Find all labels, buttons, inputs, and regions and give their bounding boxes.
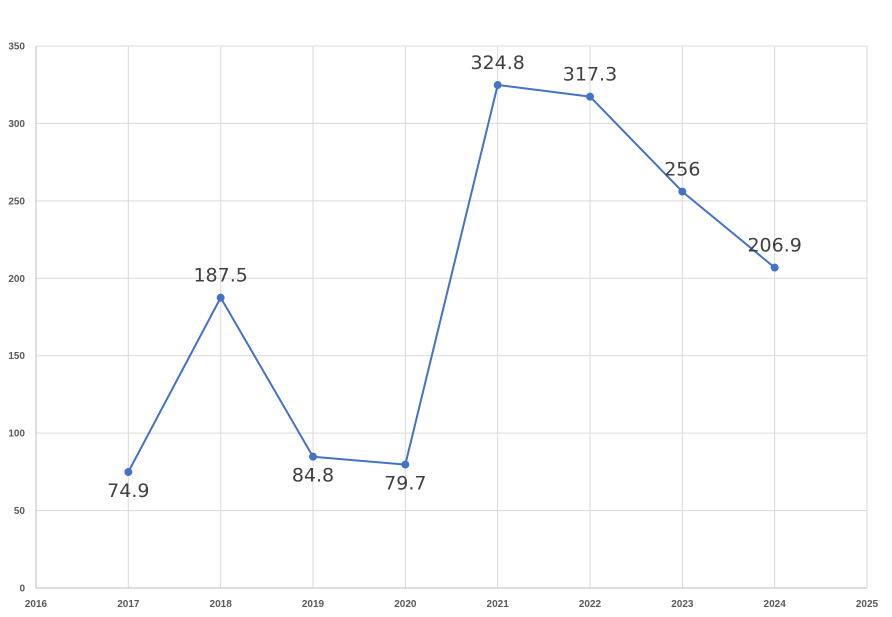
x-tick-label: 2018 [210, 599, 233, 610]
series-line [127, 84, 776, 473]
y-tick-label: 350 [8, 42, 25, 53]
x-tick-label: 2025 [856, 599, 879, 610]
data-point [586, 92, 594, 101]
data-labels: 74.9 187.5 84.8 79.7 324.8 317.3 256 206.9 [107, 52, 802, 502]
data-label: 84.8 [292, 465, 334, 487]
y-tick-label: 50 [14, 506, 26, 517]
series-group [124, 81, 779, 477]
data-point [124, 468, 133, 477]
x-axis-tick-labels: 2016 2017 2018 2019 2020 2021 2022 2023 2024 2025 [25, 599, 879, 610]
data-label: 187.5 [193, 265, 247, 287]
data-label: 317.3 [563, 64, 617, 86]
y-tick-label: 0 [19, 584, 25, 595]
data-point [678, 187, 687, 196]
data-point [493, 81, 502, 90]
data-point [309, 452, 317, 461]
y-tick-label: 150 [8, 351, 25, 362]
data-label: 74.9 [107, 480, 149, 502]
data-point [770, 263, 779, 272]
y-tick-label: 250 [8, 196, 25, 207]
y-tick-label: 200 [8, 274, 25, 285]
y-axis-tick-labels: 0 50 100 150 200 250 300 350 [8, 42, 25, 595]
data-label: 256 [664, 159, 700, 181]
data-label: 79.7 [384, 473, 426, 495]
x-tick-label: 2024 [764, 599, 787, 610]
x-tick-label: 2019 [302, 599, 325, 610]
x-tick-label: 2020 [394, 599, 417, 610]
y-tick-label: 300 [8, 119, 25, 130]
vertical-gridlines [127, 46, 868, 588]
x-tick-label: 2017 [117, 599, 140, 610]
axes [35, 46, 867, 589]
x-tick-label: 2016 [25, 599, 48, 610]
x-tick-label: 2021 [487, 599, 510, 610]
data-point [401, 460, 410, 469]
data-point [216, 293, 225, 302]
data-label: 324.8 [470, 52, 524, 74]
x-tick-label: 2022 [579, 599, 602, 610]
data-label: 206.9 [747, 235, 801, 257]
x-tick-label: 2023 [671, 599, 694, 610]
y-tick-label: 100 [8, 429, 25, 440]
